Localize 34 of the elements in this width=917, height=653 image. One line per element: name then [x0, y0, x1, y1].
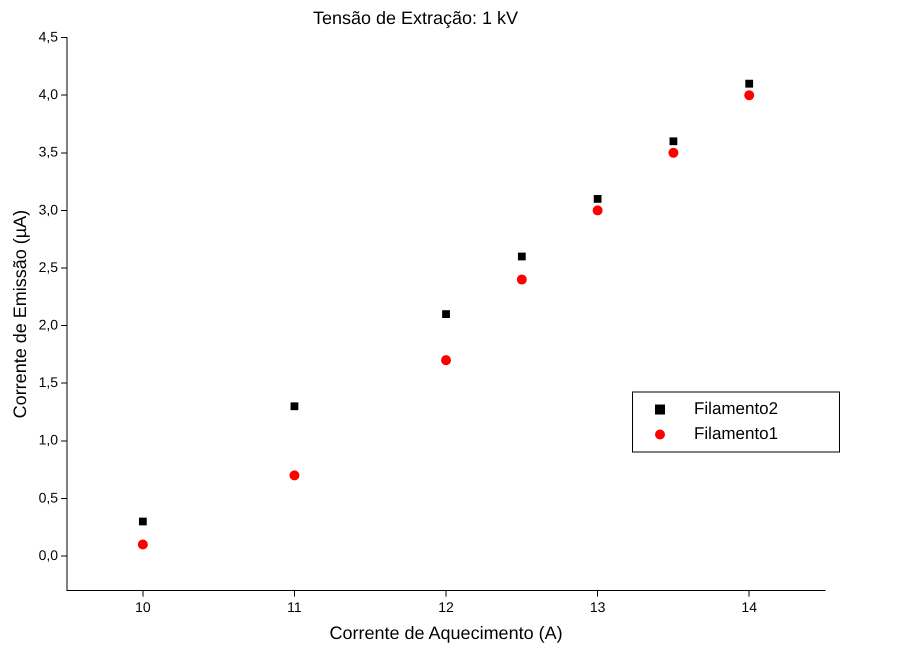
point — [594, 195, 602, 203]
point — [670, 137, 678, 146]
point — [442, 310, 450, 318]
x-tick-label: 11 — [287, 598, 302, 615]
point — [518, 252, 526, 260]
y-tick-label: 1,0 — [38, 432, 58, 448]
point — [745, 80, 754, 88]
x-tick-label: 14 — [741, 598, 758, 615]
y-tick-label: 2,0 — [38, 316, 58, 332]
legend-label: Filamento1 — [694, 424, 778, 444]
y-tick-label: 4,0 — [38, 86, 58, 102]
point — [592, 205, 603, 216]
point — [516, 274, 527, 285]
point — [138, 518, 147, 526]
x-tick-label: 12 — [438, 598, 454, 615]
y-tick-label: 3,0 — [38, 201, 58, 218]
chart-title: Tensão de Extração: 1 kV — [312, 8, 518, 28]
x-tick-label: 13 — [590, 598, 606, 615]
y-tick-label: 0,5 — [38, 489, 58, 506]
x-axis-title: Corrente de Aquecimento (A) — [329, 623, 563, 644]
y-axis-title: Corrente de Emissão (µA) — [10, 210, 30, 418]
point — [744, 90, 754, 100]
y-tick-label: 4,5 — [38, 28, 58, 44]
y-tick-label: 1,5 — [38, 374, 58, 390]
point — [668, 148, 678, 158]
point — [289, 470, 300, 480]
point — [138, 540, 148, 550]
point — [290, 402, 298, 410]
y-tick-label: 3,5 — [38, 144, 58, 160]
y-tick-label: 0,0 — [38, 546, 58, 563]
x-tick-label: 10 — [135, 598, 151, 615]
y-tick-label: 2,5 — [38, 258, 58, 275]
point — [441, 355, 452, 366]
legend-label: Filamento2 — [694, 399, 778, 418]
